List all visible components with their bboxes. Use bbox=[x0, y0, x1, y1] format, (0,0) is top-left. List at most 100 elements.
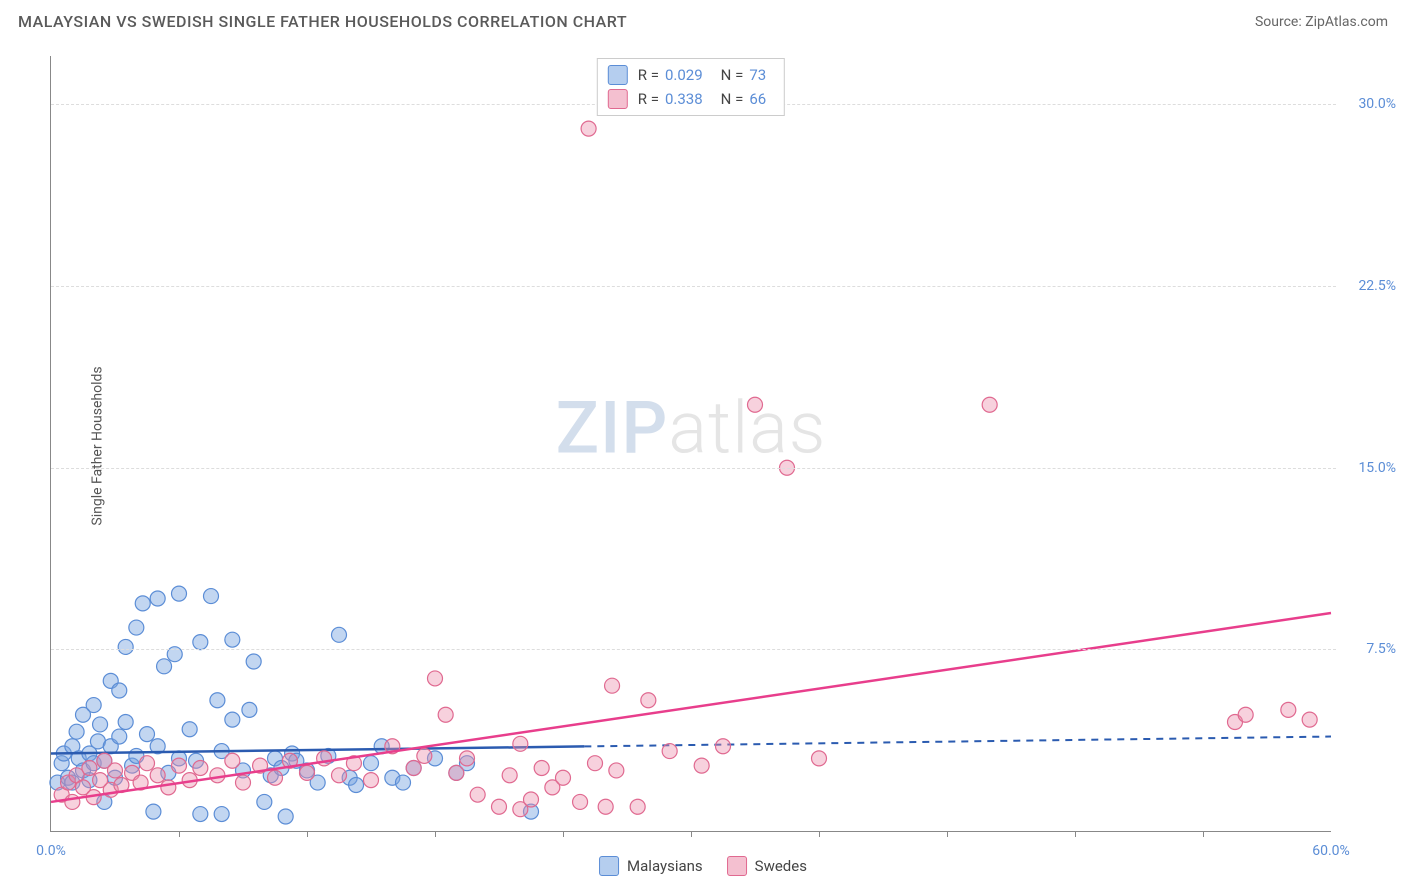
data-point bbox=[492, 799, 507, 814]
data-point bbox=[157, 659, 172, 674]
data-point bbox=[93, 717, 108, 732]
chart-title: MALAYSIAN VS SWEDISH SINGLE FATHER HOUSE… bbox=[18, 12, 627, 31]
data-point bbox=[246, 654, 261, 669]
data-point bbox=[609, 763, 624, 778]
data-point bbox=[605, 678, 620, 693]
xtick bbox=[179, 831, 180, 837]
ytick-label: 22.5% bbox=[1358, 278, 1396, 294]
data-point bbox=[140, 727, 155, 742]
data-point bbox=[748, 397, 763, 412]
xtick bbox=[1075, 831, 1076, 837]
n-value-0: 73 bbox=[749, 66, 766, 84]
ytick-label: 7.5% bbox=[1366, 641, 1396, 657]
data-point bbox=[364, 773, 379, 788]
r-value-0: 0.029 bbox=[665, 66, 703, 84]
data-point bbox=[118, 639, 133, 654]
data-point bbox=[1302, 712, 1317, 727]
data-point bbox=[140, 756, 155, 771]
xtick bbox=[563, 831, 564, 837]
xtick bbox=[307, 831, 308, 837]
data-point bbox=[982, 397, 997, 412]
r-label: R = bbox=[638, 90, 659, 108]
legend-label-0: Malaysians bbox=[627, 857, 703, 875]
data-point bbox=[225, 632, 240, 647]
data-point bbox=[332, 627, 347, 642]
series-legend: Malaysians Swedes bbox=[599, 856, 807, 876]
data-point bbox=[417, 748, 432, 763]
data-point bbox=[210, 693, 225, 708]
data-point bbox=[556, 770, 571, 785]
legend-item-0: Malaysians bbox=[599, 856, 703, 876]
data-point bbox=[1238, 707, 1253, 722]
gridline bbox=[51, 286, 1336, 287]
data-point bbox=[146, 804, 161, 819]
data-point bbox=[396, 775, 411, 790]
data-point bbox=[112, 729, 127, 744]
data-point bbox=[641, 693, 656, 708]
data-point bbox=[630, 799, 645, 814]
data-point bbox=[428, 671, 443, 686]
legend-label-1: Swedes bbox=[755, 857, 807, 875]
data-point bbox=[364, 756, 379, 771]
data-point bbox=[182, 722, 197, 737]
data-point bbox=[69, 724, 84, 739]
data-point bbox=[598, 799, 613, 814]
data-point bbox=[150, 591, 165, 606]
xtick bbox=[1203, 831, 1204, 837]
data-point bbox=[812, 751, 827, 766]
data-point bbox=[534, 761, 549, 776]
data-point bbox=[204, 589, 219, 604]
trend-line-dashed bbox=[584, 737, 1331, 747]
data-point bbox=[300, 765, 315, 780]
data-point bbox=[349, 777, 364, 792]
chart-source: Source: ZipAtlas.com bbox=[1255, 14, 1388, 30]
data-point bbox=[242, 702, 257, 717]
data-point bbox=[86, 698, 101, 713]
data-point bbox=[524, 792, 539, 807]
data-point bbox=[193, 761, 208, 776]
legend-swatch-0 bbox=[599, 856, 619, 876]
data-point bbox=[257, 794, 272, 809]
data-point bbox=[716, 739, 731, 754]
data-point bbox=[236, 775, 251, 790]
xtick bbox=[947, 831, 948, 837]
data-point bbox=[172, 758, 187, 773]
data-point bbox=[406, 761, 421, 776]
data-point bbox=[332, 768, 347, 783]
data-point bbox=[225, 753, 240, 768]
data-point bbox=[225, 712, 240, 727]
data-point bbox=[210, 768, 225, 783]
data-point bbox=[438, 707, 453, 722]
data-point bbox=[1281, 702, 1296, 717]
data-point bbox=[694, 758, 709, 773]
n-value-1: 66 bbox=[749, 90, 766, 108]
data-point bbox=[193, 807, 208, 822]
r-value-1: 0.338 bbox=[665, 90, 703, 108]
data-point bbox=[172, 586, 187, 601]
xtick bbox=[691, 831, 692, 837]
data-point bbox=[470, 787, 485, 802]
data-point bbox=[82, 761, 97, 776]
stats-row-0: R = 0.029 N = 73 bbox=[608, 63, 774, 87]
ytick-label: 30.0% bbox=[1358, 96, 1396, 112]
data-point bbox=[581, 121, 596, 136]
stats-swatch-1 bbox=[608, 89, 628, 109]
n-label: N = bbox=[721, 66, 744, 84]
data-point bbox=[588, 756, 603, 771]
data-point bbox=[118, 715, 133, 730]
xtick bbox=[819, 831, 820, 837]
gridline bbox=[51, 468, 1336, 469]
data-point bbox=[502, 768, 517, 783]
data-point bbox=[278, 809, 293, 824]
r-label: R = bbox=[638, 66, 659, 84]
data-point bbox=[662, 744, 677, 759]
data-point bbox=[449, 765, 464, 780]
data-point bbox=[573, 794, 588, 809]
data-point bbox=[108, 763, 123, 778]
scatter-svg bbox=[51, 56, 1331, 831]
data-point bbox=[135, 596, 150, 611]
stats-legend: R = 0.029 N = 73 R = 0.338 N = 66 bbox=[597, 58, 785, 116]
n-label: N = bbox=[721, 90, 744, 108]
data-point bbox=[214, 807, 229, 822]
data-point bbox=[460, 751, 475, 766]
